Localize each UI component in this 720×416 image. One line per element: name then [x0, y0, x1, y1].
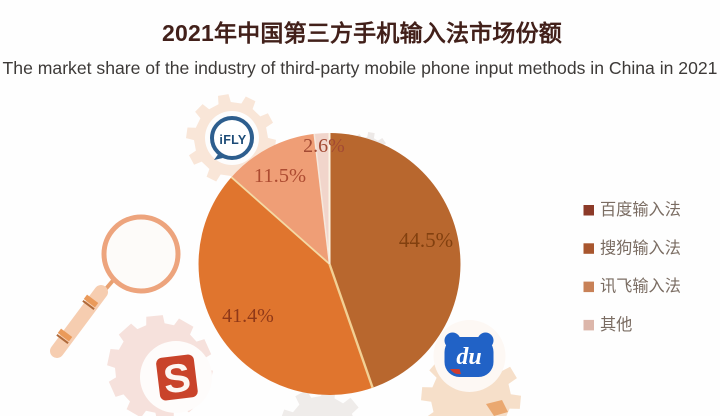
svg-text:搜狗输入法: 搜狗输入法 — [600, 239, 681, 257]
svg-text:其他: 其他 — [600, 316, 632, 334]
svg-text:讯飞输入法: 讯飞输入法 — [600, 278, 681, 296]
svg-text:41.4%: 41.4% — [222, 305, 274, 327]
svg-text:2.6%: 2.6% — [303, 135, 345, 157]
svg-text:百度输入法: 百度输入法 — [600, 201, 681, 219]
svg-text:du: du — [456, 344, 481, 370]
svg-text:2021年中国第三方手机输入法市场份额: 2021年中国第三方手机输入法市场份额 — [162, 20, 562, 46]
svg-text:11.5%: 11.5% — [254, 165, 306, 187]
svg-text:The market share of the indust: The market share of the industry of thir… — [3, 58, 718, 78]
svg-text:iFLY: iFLY — [219, 133, 246, 147]
svg-text:44.5%: 44.5% — [399, 228, 453, 252]
svg-text:S: S — [161, 356, 193, 403]
